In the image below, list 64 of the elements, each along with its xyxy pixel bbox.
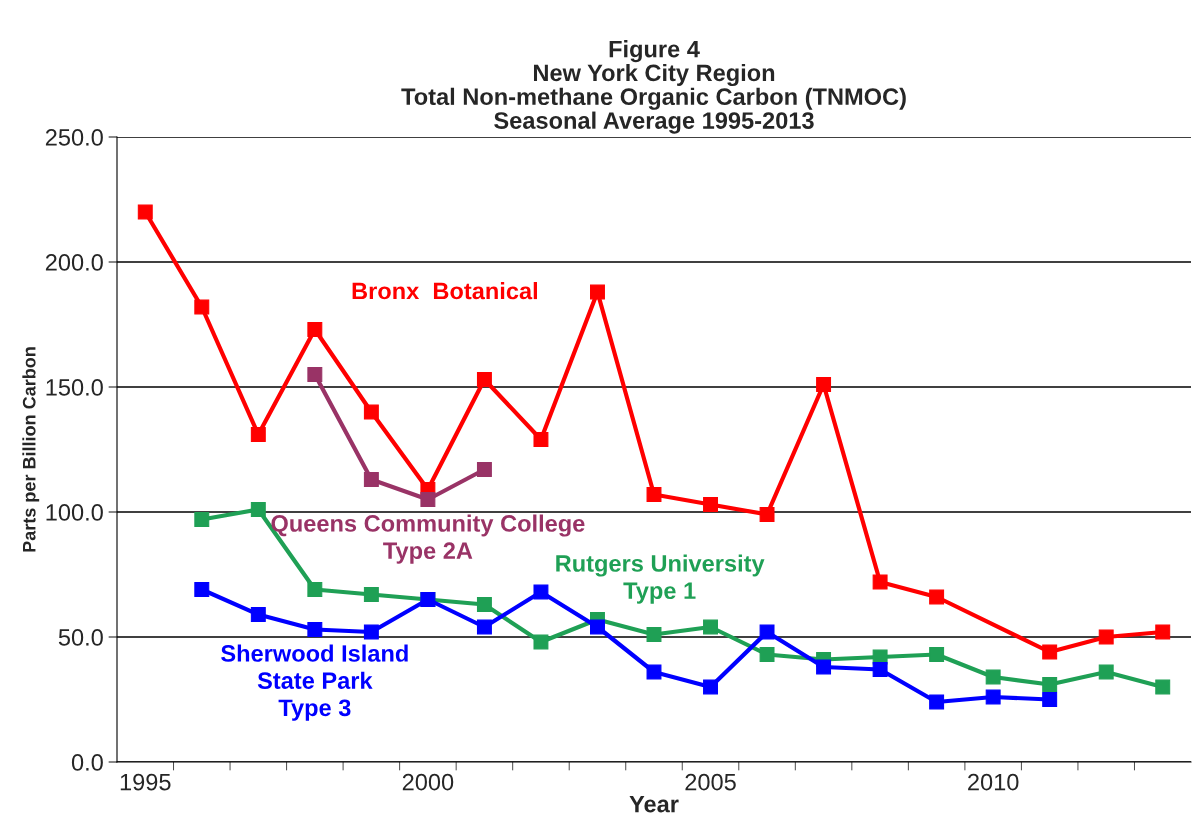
point [533, 584, 549, 600]
y-tick-label: 250.0 [45, 129, 103, 146]
y-tick-label: 200.0 [45, 254, 103, 271]
point [363, 587, 379, 602]
series-label: Sherwood Island State Park Type 3 [221, 644, 408, 721]
point [363, 472, 379, 487]
point [985, 669, 1001, 685]
point [476, 619, 492, 635]
point [476, 372, 492, 387]
point [194, 299, 210, 315]
point [194, 512, 210, 527]
point [307, 622, 323, 637]
point [307, 322, 323, 337]
point [703, 619, 718, 635]
point [1155, 624, 1171, 640]
y-tick-label: 50.0 [58, 629, 103, 646]
point [250, 607, 266, 622]
point [363, 404, 379, 420]
point [646, 627, 662, 642]
y-tick-label: 0.0 [71, 754, 103, 771]
point [1042, 692, 1058, 707]
point [816, 659, 832, 675]
point [703, 497, 718, 512]
point [533, 432, 549, 447]
point [476, 462, 492, 477]
point [759, 647, 775, 662]
x-axis-title: Year [629, 795, 679, 813]
point [929, 647, 945, 662]
point [250, 427, 266, 442]
point [194, 582, 210, 597]
point [759, 507, 775, 522]
point [1042, 677, 1058, 692]
x-tick-label: 2010 [968, 773, 1019, 791]
point [816, 377, 832, 392]
point [307, 582, 323, 597]
series-label: Bronx Botanical [352, 282, 537, 300]
point [137, 204, 153, 220]
point [590, 284, 605, 300]
point [1098, 664, 1114, 680]
point [872, 574, 888, 590]
point [476, 597, 492, 612]
point [759, 624, 775, 640]
point [929, 694, 945, 710]
point [985, 689, 1001, 705]
x-tick-label: 2000 [402, 773, 454, 791]
point [1042, 644, 1058, 660]
point [646, 487, 662, 502]
y-axis-title: Parts per Billion Carbon [22, 347, 40, 552]
point [590, 619, 605, 635]
point [420, 492, 436, 507]
point [250, 502, 266, 517]
point [929, 589, 945, 605]
point [1098, 629, 1114, 645]
y-tick-label: 100.0 [46, 504, 103, 521]
point [872, 662, 888, 677]
point [703, 679, 718, 695]
point [363, 624, 379, 640]
chart-title: Figure 4 New York City Region Total Non-methane Organic Carbon (TNMOC) Seasonal Average 1995-2013 [401, 40, 906, 134]
point [1155, 679, 1171, 695]
y-tick-label: 150.0 [46, 379, 103, 396]
point [533, 634, 549, 650]
x-tick-label: 1995 [120, 773, 171, 791]
x-tick-label: 2005 [685, 773, 736, 791]
point [307, 367, 323, 382]
